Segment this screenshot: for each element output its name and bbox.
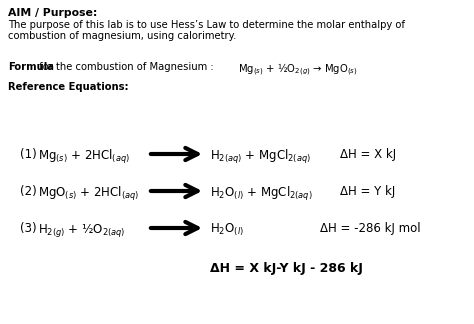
Text: ΔH = Y kJ: ΔH = Y kJ	[340, 185, 395, 198]
Text: H$_{2(aq)}$ + MgCl$_{2(aq)}$: H$_{2(aq)}$ + MgCl$_{2(aq)}$	[210, 148, 311, 166]
Text: (3): (3)	[20, 222, 36, 235]
Text: Reference Equations:: Reference Equations:	[8, 82, 128, 92]
Text: H$_{2}$O$_{(l)}$: H$_{2}$O$_{(l)}$	[210, 222, 244, 238]
Text: ΔH = X kJ-Y kJ - 286 kJ: ΔH = X kJ-Y kJ - 286 kJ	[210, 262, 363, 275]
Text: The purpose of this lab is to use Hess’s Law to determine the molar enthalpy of: The purpose of this lab is to use Hess’s…	[8, 20, 405, 30]
Text: combustion of magnesium, using calorimetry.: combustion of magnesium, using calorimet…	[8, 31, 237, 41]
Text: Formula: Formula	[8, 62, 54, 72]
Text: AIM / Purpose:: AIM / Purpose:	[8, 8, 97, 18]
Text: MgO$_{(s)}$ + 2HCl$_{(aq)}$: MgO$_{(s)}$ + 2HCl$_{(aq)}$	[38, 185, 139, 203]
Text: H$_{2}$O$_{(l)}$ + MgCl$_{2(aq)}$: H$_{2}$O$_{(l)}$ + MgCl$_{2(aq)}$	[210, 185, 313, 203]
Text: ΔH = -286 kJ mol: ΔH = -286 kJ mol	[320, 222, 420, 235]
Text: Mg$_{(s)}$ + ½O$_{2(g)}$ → MgO$_{(s)}$: Mg$_{(s)}$ + ½O$_{2(g)}$ → MgO$_{(s)}$	[238, 62, 358, 78]
Text: Mg$_{(s)}$ + 2HCl$_{(aq)}$: Mg$_{(s)}$ + 2HCl$_{(aq)}$	[38, 148, 130, 166]
Text: ΔH = X kJ: ΔH = X kJ	[340, 148, 396, 161]
Text: (1): (1)	[20, 148, 37, 161]
Text: H$_{2(g)}$ + ½O$_{2(aq)}$: H$_{2(g)}$ + ½O$_{2(aq)}$	[38, 222, 126, 240]
Text: (2): (2)	[20, 185, 37, 198]
Text: for the combustion of Magnesium :: for the combustion of Magnesium :	[36, 62, 214, 72]
